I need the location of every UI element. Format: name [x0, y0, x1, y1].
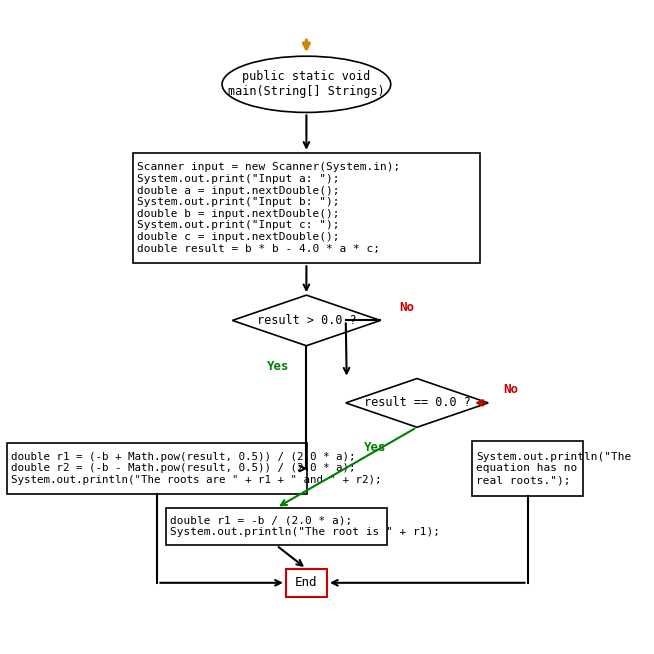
Text: public static void
main(String[] Strings): public static void main(String[] Strings… [228, 71, 385, 98]
Bar [286, 569, 327, 597]
Text: result > 0.0 ?: result > 0.0 ? [256, 314, 356, 327]
Text: double r1 = (-b + Math.pow(result, 0.5)) / (2.0 * a);
double r2 = (-b - Math.pow: double r1 = (-b + Math.pow(result, 0.5))… [11, 452, 382, 485]
Polygon shape [346, 379, 488, 427]
Text: No: No [503, 383, 518, 396]
Bar [166, 508, 387, 545]
Ellipse shape [222, 56, 390, 112]
Text: double r1 = -b / (2.0 * a);
System.out.println("The root is " + r1);: double r1 = -b / (2.0 * a); System.out.p… [170, 516, 440, 538]
Text: Yes: Yes [267, 360, 290, 373]
Text: System.out.println("The
equation has no
real roots.");: System.out.println("The equation has no … [476, 452, 631, 485]
Text: result == 0.0 ?: result == 0.0 ? [364, 396, 470, 409]
Text: End: End [295, 576, 318, 589]
Bar [472, 441, 583, 496]
Text: Scanner input = new Scanner(System.in);
System.out.print("Input a: ");
double a : Scanner input = new Scanner(System.in); … [137, 162, 400, 254]
Bar [7, 443, 307, 494]
Bar [133, 153, 480, 264]
Text: No: No [399, 301, 414, 314]
Polygon shape [232, 295, 381, 346]
Text: Yes: Yes [364, 441, 386, 455]
